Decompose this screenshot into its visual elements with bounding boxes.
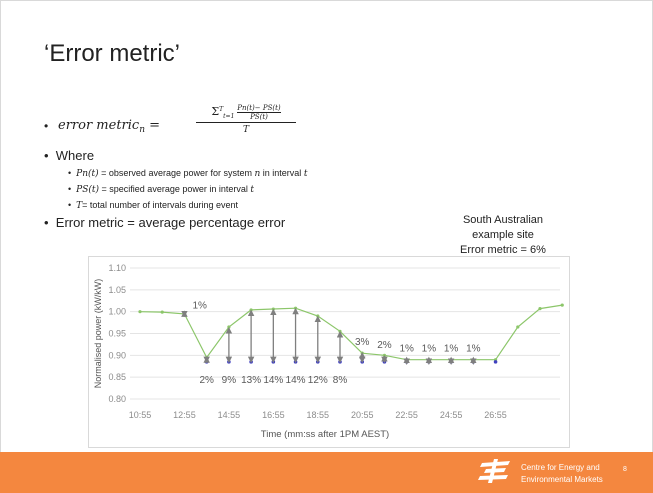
where-text: Where (55, 148, 95, 163)
page-number: 8 (623, 466, 627, 473)
site-note-line: example site (472, 229, 534, 241)
definition-var2: t (303, 169, 308, 179)
definition-item: • PS(t) = specified average power in int… (68, 184, 254, 195)
inner-numerator: Pn(t)− PS(t) (237, 104, 281, 113)
formula-bullet: • error metricn = ΣTt=1 Pn(t)− PS(t) PS(… (44, 100, 444, 146)
sum-upper: T (219, 106, 224, 113)
inner-denominator: PS(t) (250, 113, 268, 121)
chart-frame (88, 256, 570, 448)
sum-lower: t=1 (223, 112, 235, 120)
definition-item: • Pn(t) = observed average power for sys… (68, 168, 308, 179)
cem-logo-icon (478, 459, 510, 483)
footer-bar (0, 452, 653, 493)
definition-symbol: T (76, 201, 83, 211)
site-note-line: Error metric = 6% (460, 244, 546, 256)
site-note: South Australian example site Error metr… (448, 213, 558, 258)
definition-symbol: PS(t) (76, 185, 100, 195)
site-note-line: South Australian (462, 214, 544, 226)
definition-text: = specified average power in interval (99, 184, 251, 194)
org-name-line: Centre for Energy and (521, 463, 600, 472)
definition-var: t (250, 185, 254, 195)
org-name-line: Environmental Markets (521, 475, 603, 484)
sum-symbol: Σ (211, 105, 220, 118)
definition-text: = total number of intervals during event (82, 200, 239, 210)
bullet-dot: • (44, 148, 56, 163)
org-name: Centre for Energy and Environmental Mark… (521, 462, 603, 486)
bullet-dot: • (44, 215, 56, 230)
bullet-dot: • (44, 119, 49, 133)
inner-fraction: Pn(t)− PS(t) PS(t) (237, 104, 281, 121)
definition-text: = observed average power for system (98, 168, 255, 178)
metric-bullet: • Error metric = average percentage erro… (44, 215, 285, 230)
formula-lhs-sub: n (139, 125, 145, 135)
where-bullet: • Where (44, 148, 94, 163)
definition-var: n (254, 169, 261, 179)
formula-lhs: error metricn = (58, 118, 160, 135)
metric-text: Error metric = average percentage error (55, 215, 286, 230)
definition-list: • Pn(t) = observed average power for sys… (68, 166, 307, 214)
definition-item: • T= total number of intervals during ev… (68, 200, 239, 211)
slide-title: ‘Error metric’ (44, 40, 180, 67)
formula-denominator: T (242, 125, 249, 135)
formula-lhs-text: error metric (58, 118, 140, 133)
definition-symbol: Pn(t) (76, 169, 99, 179)
formula-fraction: ΣTt=1 Pn(t)− PS(t) PS(t) T (196, 104, 296, 135)
formula-numerator: ΣTt=1 Pn(t)− PS(t) PS(t) (196, 104, 296, 123)
definition-text2: in interval (260, 168, 304, 178)
formula-equals: = (145, 118, 161, 133)
